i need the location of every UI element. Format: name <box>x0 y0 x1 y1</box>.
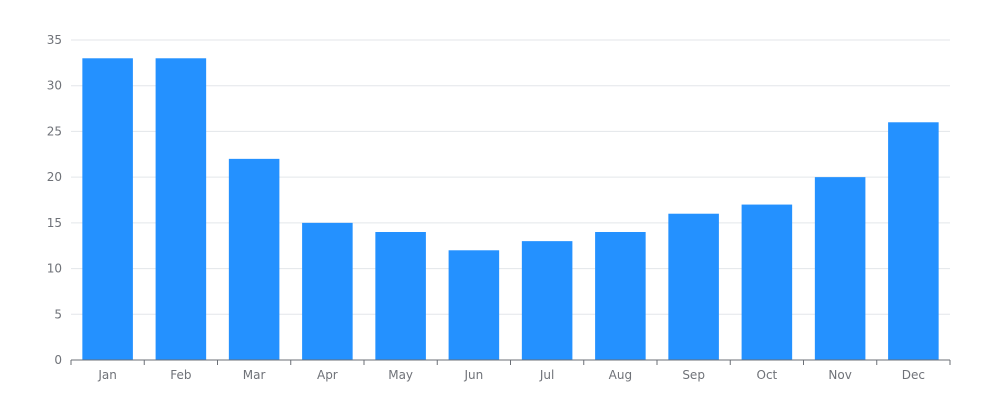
x-tick-label: Jun <box>464 368 484 382</box>
bar-feb <box>155 58 207 361</box>
bars <box>82 58 939 361</box>
y-tick-label: 0 <box>54 353 62 367</box>
x-tick-label: Mar <box>243 368 266 382</box>
y-tick-label: 15 <box>47 216 62 230</box>
bar-nov <box>814 177 866 360</box>
bar-oct <box>741 204 793 360</box>
y-tick-label: 25 <box>47 124 62 138</box>
y-tick-label: 5 <box>54 307 62 321</box>
y-tick-label: 35 <box>47 33 62 47</box>
bar-dec <box>888 122 939 361</box>
x-tick-label: Dec <box>902 368 925 382</box>
bar-jun <box>448 250 500 360</box>
bar-jan <box>82 58 133 361</box>
x-tick-label: Feb <box>170 368 191 382</box>
bar-may <box>375 232 426 360</box>
x-tick-label: Apr <box>317 368 338 382</box>
x-tick-label: Sep <box>682 368 705 382</box>
x-axis-tick-labels: Jan Feb Mar Apr May Jun Jul Aug Sep Oct Nov Dec <box>97 368 925 382</box>
axes <box>70 359 951 365</box>
y-tick-label: 10 <box>47 262 62 276</box>
bar-mar <box>228 158 280 360</box>
y-tick-label: 30 <box>47 79 62 93</box>
y-axis-tick-labels: 0 5 10 15 20 25 30 35 <box>47 33 62 367</box>
x-tick-label: Jan <box>97 368 117 382</box>
bar-jul <box>521 241 573 360</box>
bar-aug <box>595 232 646 360</box>
x-tick-label: Aug <box>609 368 632 382</box>
y-tick-label: 20 <box>47 170 62 184</box>
x-tick-label: Nov <box>828 368 851 382</box>
x-tick-label: Oct <box>757 368 778 382</box>
bar-sep <box>668 213 719 360</box>
gridlines <box>71 39 950 315</box>
x-tick-label: Jul <box>539 368 554 382</box>
bar-apr <box>302 222 353 360</box>
x-tick-label: May <box>388 368 413 382</box>
